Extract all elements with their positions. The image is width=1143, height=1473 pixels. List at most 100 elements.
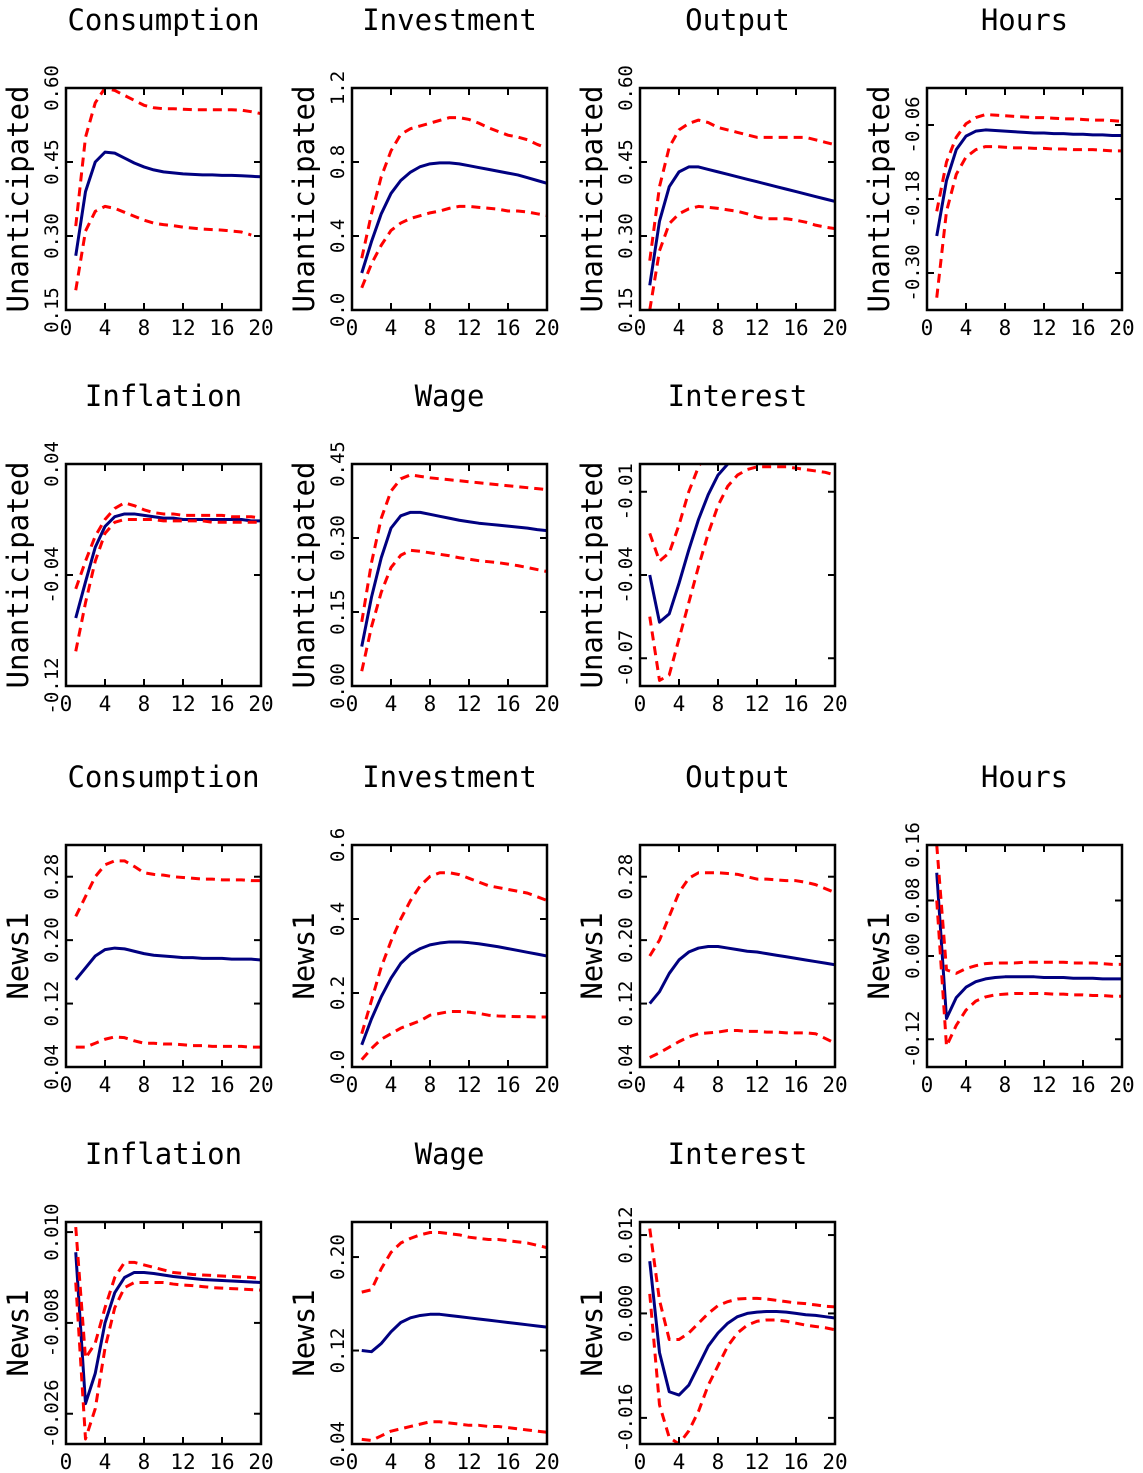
y-tick-label: 0.45: [41, 139, 63, 185]
plot-frame: [638, 86, 837, 312]
series-lower-line: [648, 204, 835, 310]
series-upper-line: [74, 501, 261, 590]
panel-title: Interest: [668, 379, 808, 413]
x-tick-label: 8: [712, 316, 725, 340]
x-tick-label: 12: [456, 692, 481, 716]
x-tick-label: 16: [1070, 316, 1095, 340]
series-upper-line: [935, 845, 1122, 975]
y-tick-label: 0.15: [615, 287, 637, 333]
x-tick-label: 0: [60, 692, 73, 716]
y-axis-label: News1: [1, 912, 35, 999]
y-tick-label: -0.30: [902, 244, 924, 301]
x-tick-label: 16: [209, 316, 234, 340]
y-tick-label: 0.20: [327, 1234, 349, 1280]
x-tick-label: 0: [634, 692, 647, 716]
chart-panel: Output 0 4 8 12 16 20 0.04 0.12 0.20 0.28 News1: [575, 760, 848, 1097]
y-tick-label: 0.000: [615, 1285, 637, 1342]
chart-panel: Wage 0 4 8 12 16 20 0.04 0.12 0.20 News1: [287, 1137, 560, 1473]
y-tick-label: 1.2: [327, 71, 349, 105]
y-axis-label: Unanticipated: [862, 86, 896, 313]
y-tick-label: 0.04: [615, 1044, 637, 1090]
y-tick-label: 0.16: [902, 822, 924, 868]
y-tick-label: 0.60: [41, 65, 63, 111]
x-tick-label: 8: [999, 1073, 1012, 1097]
x-tick-label: 0: [346, 1073, 359, 1097]
x-tick-label: 16: [495, 1073, 520, 1097]
x-tick-label: 4: [960, 316, 973, 340]
panel-title: Inflation: [85, 1137, 242, 1171]
panel-title: Inflation: [85, 379, 242, 413]
x-tick-label: 12: [170, 1073, 195, 1097]
x-tick-label: 12: [456, 1073, 481, 1097]
y-tick-label: 0.4: [327, 219, 349, 253]
x-tick-label: 12: [456, 1450, 481, 1473]
y-axis-label: News1: [287, 1289, 321, 1376]
plot-frame: [638, 1220, 837, 1446]
x-tick-label: 8: [424, 316, 437, 340]
x-tick-label: 8: [712, 1450, 725, 1473]
series-median-line: [361, 1312, 547, 1354]
x-tick-label: 0: [60, 316, 73, 340]
y-tick-label: -0.18: [902, 170, 924, 227]
y-tick-label: 0.28: [41, 854, 63, 900]
series-upper-line: [360, 116, 547, 259]
x-tick-label: 8: [712, 1073, 725, 1097]
y-axis-label: Unanticipated: [575, 462, 609, 689]
x-tick-label: 16: [209, 1450, 234, 1473]
series-lower-line: [74, 518, 261, 652]
x-tick-label: 16: [1070, 1073, 1095, 1097]
y-tick-label: -0.12: [902, 1011, 924, 1068]
series-lower-line: [360, 548, 547, 672]
x-tick-label: 12: [170, 1450, 195, 1473]
x-tick-label: 16: [209, 1073, 234, 1097]
chart-panel: Output 0 4 8 12 16 20 0.15 0.30 0.45 0.60 Unanticip…: [575, 3, 848, 340]
x-tick-label: 20: [822, 692, 847, 716]
series-upper-line: [935, 113, 1122, 212]
y-tick-label: 0.6: [327, 828, 349, 862]
x-tick-label: 8: [138, 1073, 151, 1097]
y-axis-label: News1: [575, 912, 609, 999]
series-lower-line: [75, 1035, 261, 1049]
chart-panel: Inflation 0 4 8 12 16 20 -0.12 -0.04 0.04 Unantici…: [1, 379, 274, 716]
x-tick-label: 20: [1109, 1073, 1134, 1097]
x-tick-label: 20: [534, 1073, 559, 1097]
x-tick-label: 4: [385, 692, 398, 716]
x-tick-label: 16: [783, 316, 808, 340]
y-tick-label: 0.12: [615, 981, 637, 1027]
plot-frame: [638, 462, 837, 688]
chart-panel: Interest 0 4 8 12 16 20 -0.016 0.000 0.012 News1: [575, 1137, 848, 1473]
series-upper-line: [648, 118, 835, 261]
chart-panel: Hours 0 4 8 12 16 20 -0.12 0.00 0.08 0.16 News1: [862, 760, 1135, 1097]
plot-frame: [64, 462, 263, 688]
y-tick-label: 0.00: [902, 933, 924, 979]
panel-title: Interest: [668, 1137, 808, 1171]
y-axis-label: News1: [862, 912, 896, 999]
series-lower-line: [935, 145, 1122, 298]
series-lower-line: [649, 1029, 835, 1059]
x-tick-label: 4: [673, 692, 686, 716]
series-upper-line: [648, 464, 702, 563]
y-axis-label: Unanticipated: [287, 86, 321, 313]
x-tick-label: 8: [138, 316, 151, 340]
x-tick-label: 12: [744, 316, 769, 340]
panel-title: Output: [685, 760, 790, 794]
panel-title: Wage: [415, 1137, 485, 1171]
x-tick-label: 20: [248, 692, 273, 716]
series-lower-line: [361, 1420, 547, 1442]
x-tick-label: 12: [1031, 316, 1056, 340]
y-tick-label: 0.012: [615, 1206, 637, 1263]
chart-panel: Hours 0 4 8 12 16 20 -0.30 -0.18 -0.06 Unanticipat…: [862, 3, 1135, 340]
x-tick-label: 12: [170, 316, 195, 340]
y-tick-label: 0.15: [327, 589, 349, 635]
x-tick-label: 8: [138, 1450, 151, 1473]
series-upper-line: [648, 871, 835, 957]
y-tick-label: 0.20: [41, 917, 63, 963]
x-tick-label: 12: [744, 1073, 769, 1097]
series-median-line: [74, 1252, 261, 1406]
x-tick-label: 4: [99, 1073, 112, 1097]
chart-panel: Consumption 0 4 8 12 16 20 0.04 0.12 0.20 0.28 News…: [1, 760, 274, 1097]
x-tick-label: 12: [170, 692, 195, 716]
series-lower-line: [648, 465, 835, 682]
series-median-line: [935, 128, 1122, 237]
